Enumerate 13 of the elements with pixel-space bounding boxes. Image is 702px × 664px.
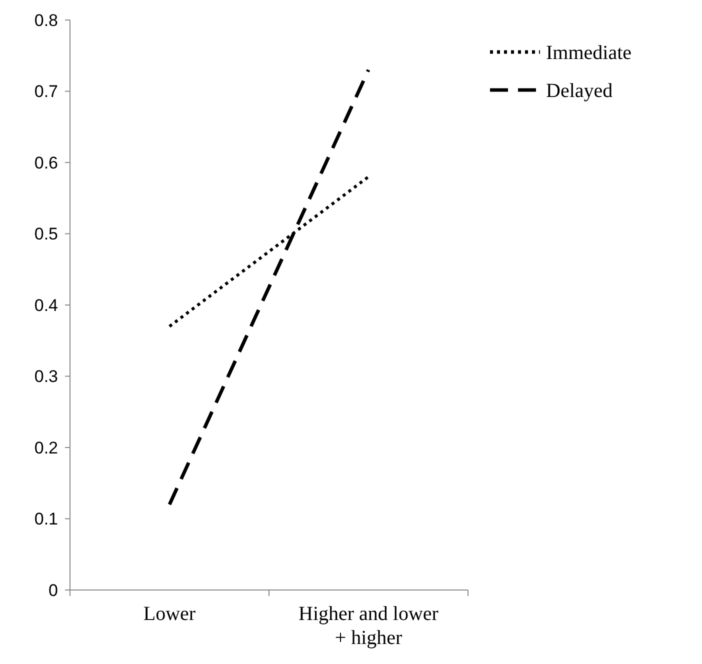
y-tick-label: 0.5 (34, 224, 58, 244)
y-tick-label: 0.7 (34, 82, 58, 102)
x-tick-label: Higher and lower + higher (298, 603, 439, 649)
y-tick-label: 0.2 (34, 438, 58, 458)
y-tick-label: 0.3 (34, 367, 58, 386)
y-tick-label: 0 (48, 580, 58, 600)
y-tick-label: 0.6 (34, 153, 58, 172)
y-tick-label: 0.4 (34, 296, 58, 315)
legend-label: Immediate (546, 42, 632, 64)
legend-label: Delayed (546, 80, 613, 102)
x-tick-label: Lower (143, 603, 196, 625)
y-tick-label: 0.8 (34, 10, 58, 30)
y-tick-label: 0.1 (34, 510, 58, 529)
